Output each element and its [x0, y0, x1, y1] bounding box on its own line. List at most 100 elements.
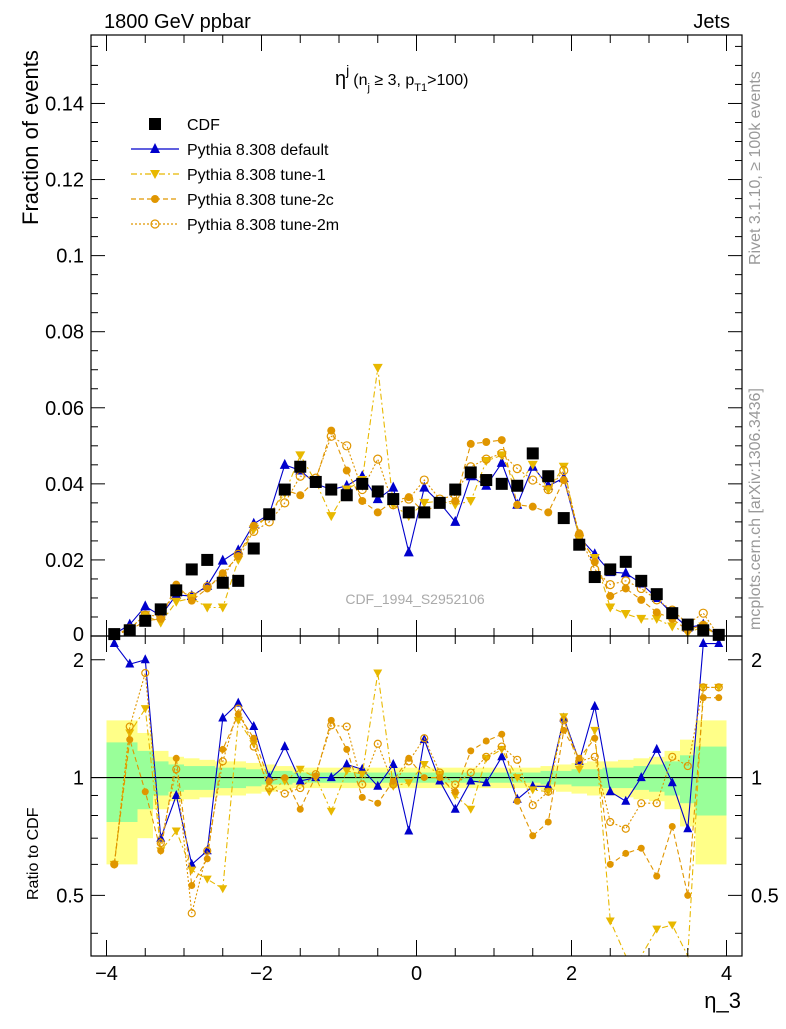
ratio-point: [466, 775, 476, 785]
cdf-data-point: [604, 563, 617, 576]
process-label: 1800 GeV ppbar: [104, 11, 251, 33]
title-open: (n: [353, 72, 367, 89]
series-point: [543, 484, 553, 495]
series-point: [527, 460, 538, 470]
cdf-data-point: [139, 614, 152, 627]
ratio-point: [653, 872, 661, 880]
ratio-point: [419, 760, 429, 769]
ratio-point: [373, 739, 382, 748]
series-point: [575, 529, 584, 538]
series-point: [497, 448, 507, 459]
ratio-point: [652, 925, 662, 934]
series-point: [295, 451, 306, 461]
ratio-point: [404, 757, 413, 766]
ratio-point: [357, 770, 367, 779]
main-plot: [108, 363, 725, 641]
series-point: [496, 456, 507, 467]
ratio-point: [342, 767, 352, 776]
series-point: [249, 526, 259, 536]
series-point: [481, 454, 491, 464]
cdf-data-point: [263, 508, 276, 521]
ratio-bands: [106, 720, 727, 865]
series-point: [217, 554, 228, 565]
series-point: [372, 493, 383, 504]
ratio-point: [482, 752, 491, 761]
cdf-data-point: [340, 489, 353, 502]
ratio-point: [171, 827, 181, 836]
series-point: [403, 546, 414, 557]
x-tick-label: −2: [250, 963, 273, 985]
cdf-data-point: [712, 628, 725, 641]
legend-label: Pythia 8.308 tune-2c: [187, 192, 334, 209]
legend-marker: [150, 143, 160, 153]
series-point: [559, 476, 568, 485]
series-point: [497, 436, 506, 445]
ratio-point: [481, 777, 491, 787]
cdf-data-point: [325, 483, 338, 496]
series-point: [342, 441, 352, 451]
series-point: [404, 493, 413, 502]
x-tick-label: 2: [566, 963, 577, 985]
ratio-point: [126, 736, 134, 744]
ratio-point: [265, 777, 273, 785]
legend-marker: [151, 195, 159, 203]
series-line: [114, 435, 720, 637]
series-point: [621, 584, 630, 593]
ratio-point: [358, 780, 367, 789]
ratio-point: [637, 844, 645, 852]
ratio-point: [156, 839, 165, 848]
ratio-point: [668, 752, 677, 761]
ratio-point: [233, 697, 243, 707]
series-point: [652, 608, 661, 617]
ratio-point: [188, 881, 196, 889]
series-point: [203, 584, 212, 593]
ratio-point: [374, 799, 382, 807]
ratio-point: [714, 683, 724, 692]
series-point: [280, 498, 290, 508]
cdf-data-point: [418, 506, 431, 519]
series-point: [482, 438, 491, 447]
title-sub-j: j: [366, 82, 369, 94]
ratio-point: [219, 745, 227, 753]
ratio-point: [233, 716, 243, 725]
cdf-data-point: [666, 607, 679, 620]
ratio-point: [388, 758, 398, 768]
cdf-data-point: [123, 624, 136, 637]
x-axis-label: η_3: [704, 988, 741, 1013]
ratio-point: [513, 797, 521, 805]
ratio-point: [404, 825, 414, 835]
ratio-tick-label: 1: [73, 768, 84, 790]
ratio-point: [234, 704, 243, 713]
ratio-tick-label-right: 1: [751, 768, 762, 790]
ratio-point: [202, 875, 212, 884]
ratio-point: [482, 737, 490, 745]
ratio-point: [249, 740, 259, 749]
series-line: [114, 461, 720, 637]
title-sup: j: [345, 62, 349, 78]
legend-label: Pythia 8.308 tune-2m: [187, 217, 339, 234]
ratio-point: [606, 817, 615, 827]
ratio-point: [373, 780, 383, 790]
ratio-point: [326, 772, 336, 782]
ratio-point: [281, 774, 289, 782]
ratio-tick-label-right: 0.5: [751, 885, 779, 907]
cdf-data-point: [216, 576, 229, 589]
ratio-point: [590, 752, 599, 761]
series-point: [528, 475, 538, 485]
ratio-point: [683, 823, 693, 833]
series-point: [404, 494, 414, 504]
cdf-data-point: [247, 542, 260, 555]
y-tick-label: 0.04: [45, 474, 84, 496]
ratio-point: [295, 775, 305, 785]
series-point: [358, 496, 367, 505]
ratio-point: [714, 683, 723, 692]
ratio-point: [435, 768, 444, 777]
series-point: [233, 544, 244, 555]
ratio-point: [141, 788, 149, 796]
series-point: [637, 595, 646, 604]
series-point: [651, 614, 662, 624]
ratio-point: [715, 694, 723, 702]
series-point: [543, 485, 554, 495]
ratio-point: [311, 770, 320, 779]
ratio-point: [575, 757, 584, 766]
